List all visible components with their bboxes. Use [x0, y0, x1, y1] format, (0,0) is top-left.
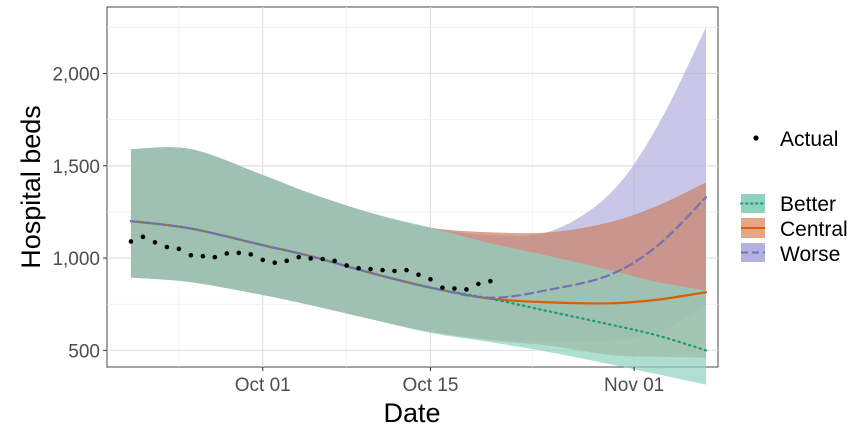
- actual-point: [464, 287, 469, 292]
- x-tick-label: Nov 01: [604, 375, 664, 396]
- actual-point: [332, 258, 337, 264]
- actual-point: [224, 251, 230, 256]
- y-tick-label: 1,000: [52, 249, 100, 270]
- legend-better: Better: [740, 193, 836, 216]
- legend: Actual Better Central Worse: [740, 128, 848, 266]
- actual-point: [416, 272, 421, 277]
- actual-point: [488, 278, 493, 284]
- y-tick-label: 1,500: [52, 157, 100, 178]
- legend-worse: Worse: [741, 243, 840, 266]
- actual-point: [284, 258, 290, 264]
- legend-actual-label: Actual: [780, 128, 838, 151]
- actual-point: [440, 285, 445, 290]
- actual-point: [308, 256, 313, 261]
- actual-point: [452, 286, 457, 291]
- line-worse: [129, 196, 708, 299]
- actual-point: [128, 239, 134, 244]
- actual-point: [188, 253, 194, 258]
- legend-actual-key: [753, 135, 759, 141]
- actual-point: [176, 246, 182, 252]
- actual-point: [344, 263, 349, 268]
- y-axis-ticks: 500 1,000 1,500 2,000: [52, 64, 107, 362]
- legend-better-label: Better: [780, 193, 836, 216]
- actual-point: [380, 267, 385, 273]
- actual-point: [296, 254, 301, 260]
- actual-point: [356, 265, 361, 271]
- actual-point: [152, 240, 158, 245]
- legend-worse-label: Worse: [780, 243, 840, 266]
- actual-point: [236, 250, 242, 256]
- actual-point: [140, 234, 146, 240]
- legend-central: Central: [741, 218, 848, 241]
- actual-point: [476, 281, 481, 287]
- actual-point: [272, 260, 278, 265]
- actual-point: [404, 267, 409, 273]
- actual-point: [428, 277, 433, 282]
- actual-points: [128, 234, 493, 292]
- actual-point: [164, 244, 170, 250]
- y-tick-label: 2,000: [52, 64, 100, 85]
- actual-point: [320, 256, 325, 262]
- scenario-lines: [129, 196, 708, 352]
- legend-central-label: Central: [780, 218, 848, 241]
- x-axis-title: Date: [383, 398, 440, 428]
- plot-panel: [106, 6, 719, 385]
- legend-actual: Actual: [753, 128, 838, 151]
- actual-point: [368, 266, 373, 272]
- x-axis-ticks: Oct 01 Oct 15 Nov 01: [235, 367, 664, 396]
- y-axis-title: Hospital beds: [16, 105, 46, 269]
- actual-point: [392, 268, 397, 274]
- x-tick-label: Oct 15: [402, 375, 458, 396]
- band-better: [130, 147, 707, 385]
- actual-point: [260, 257, 266, 263]
- actual-point: [248, 252, 254, 257]
- actual-point: [212, 254, 218, 260]
- actual-point: [200, 253, 206, 259]
- y-tick-label: 500: [68, 341, 100, 362]
- x-tick-label: Oct 01: [235, 375, 291, 396]
